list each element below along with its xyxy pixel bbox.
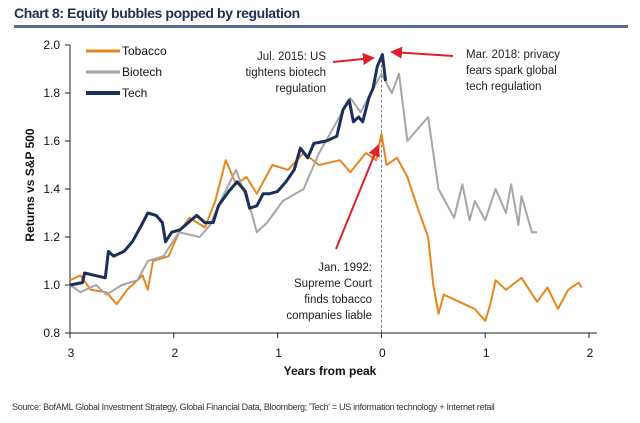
y-tick-label: 1.6: [43, 134, 60, 148]
source-note: Source: BofAML Global Investment Strateg…: [12, 402, 495, 412]
annotation-tech: fears spark global: [466, 65, 557, 77]
legend-label-biotech: Biotech: [122, 65, 162, 79]
annotation-biotech: regulation: [275, 83, 326, 95]
y-tick-label: 1.4: [43, 182, 60, 196]
series-line-tech: [69, 53, 388, 287]
series-line-tobacco: [69, 132, 583, 322]
y-tick-label: 2.0: [43, 38, 60, 52]
annotation-tech: tech regulation: [466, 81, 541, 93]
x-tick-label: 2: [587, 346, 594, 360]
y-tick-label: 1.8: [43, 86, 60, 100]
annotation-biotech: Jul. 2015: US: [257, 51, 326, 63]
series-line-biotech: [69, 72, 538, 296]
x-tick-label: 0: [379, 346, 386, 360]
annotation-tobacco: companies liable: [286, 310, 372, 322]
x-tick-label: 2: [171, 346, 178, 360]
arrow-biotech: [332, 53, 375, 65]
title-underline: [14, 25, 628, 28]
x-axis-label: Years from peak: [284, 364, 377, 378]
legend-label-tobacco: Tobacco: [122, 44, 167, 58]
arrow-tech: [390, 46, 454, 59]
arrow-tobacco: [335, 144, 380, 250]
annotation-tobacco: finds tobacco: [304, 294, 372, 306]
y-tick-label: 1.0: [43, 278, 60, 292]
annotation-biotech: tightens biotech: [245, 67, 326, 79]
y-tick-label: 0.8: [43, 326, 60, 340]
x-tick-label: 3: [68, 346, 75, 360]
x-tick-label: 1: [275, 346, 282, 360]
y-axis-label: Returns vs S&P 500: [23, 128, 37, 241]
x-tick-label: 1: [483, 346, 490, 360]
annotation-tech: Mar. 2018: privacy: [466, 49, 560, 61]
y-tick-label: 1.2: [43, 230, 60, 244]
chart-title: Chart 8: Equity bubbles popped by regula…: [14, 5, 300, 21]
legend-label-tech: Tech: [122, 86, 147, 100]
annotation-tobacco: Supreme Court: [294, 278, 373, 290]
annotation-tobacco: Jan. 1992:: [318, 262, 372, 274]
